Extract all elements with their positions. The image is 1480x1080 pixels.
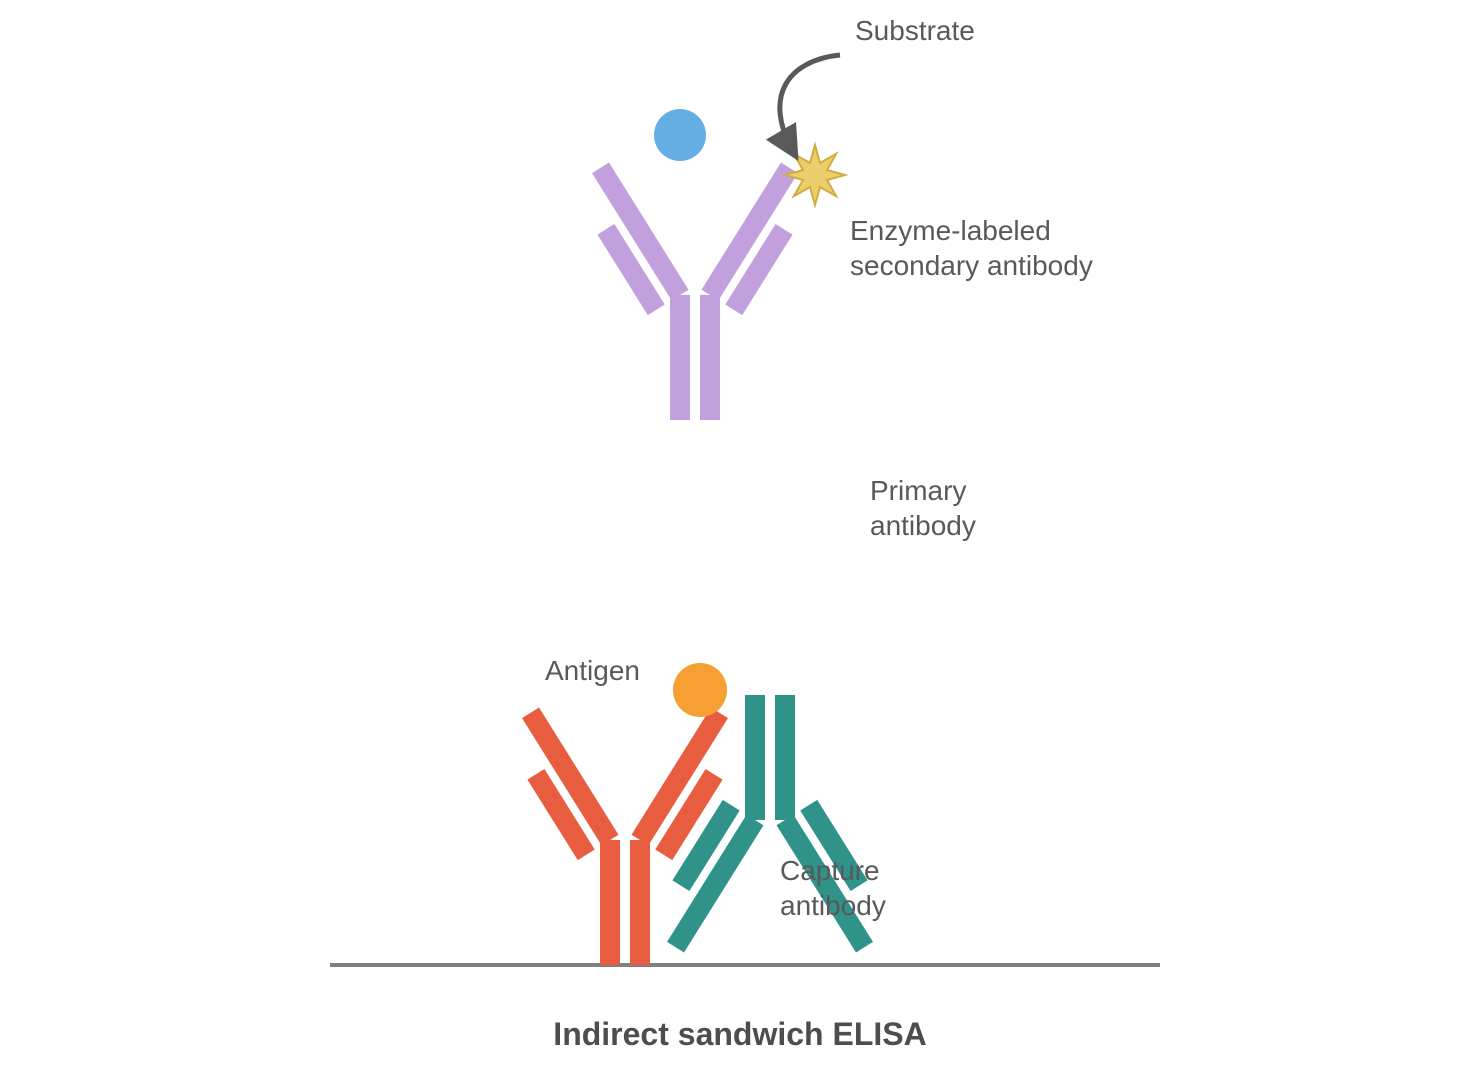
diagram-title: Indirect sandwich ELISA	[553, 1016, 926, 1052]
antigen-circle	[673, 663, 727, 717]
antigen-label-line1: Antigen	[545, 655, 640, 686]
substrate-arrow	[780, 55, 840, 155]
capture-antibody-label-line2: antibody	[780, 890, 886, 921]
enzyme-circle	[654, 109, 706, 161]
secondary-antibody-label-line2: secondary antibody	[850, 250, 1093, 281]
primary-antibody-label-line1: Primary	[870, 475, 966, 506]
capture-antibody-label-line1: Capture	[780, 855, 880, 886]
secondary-antibody	[568, 162, 821, 420]
primary-antibody-label-line2: antibody	[870, 510, 976, 541]
substrate-label: Substrate	[855, 15, 975, 46]
antigen-label: Antigen	[545, 655, 640, 686]
secondary-antibody-label: Enzyme-labeled secondary antibody	[850, 215, 1093, 281]
substrate-label-line1: Substrate	[855, 15, 975, 46]
primary-antibody-label: Primary antibody	[870, 475, 976, 541]
secondary-antibody-label-line1: Enzyme-labeled	[850, 215, 1051, 246]
